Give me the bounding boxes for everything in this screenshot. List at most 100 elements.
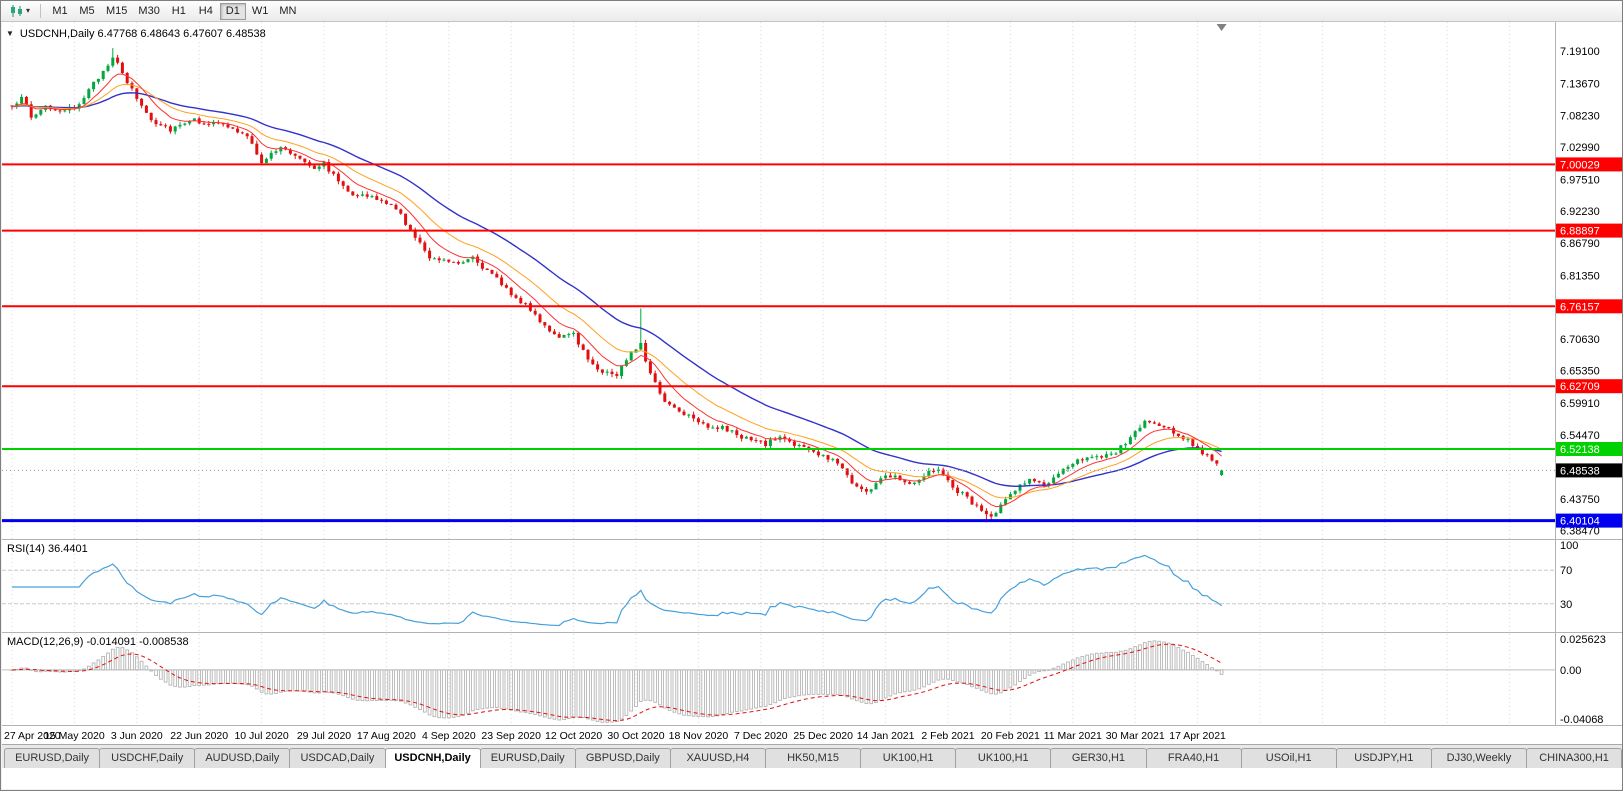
candle-down: [653, 373, 657, 383]
timeframe-button-m1[interactable]: M1: [47, 3, 73, 20]
candle-down: [384, 200, 388, 204]
candle-up: [797, 445, 801, 446]
tab-dj30-weekly[interactable]: DJ30,Weekly: [1430, 748, 1527, 768]
candle-down: [672, 404, 676, 408]
candle-down: [696, 418, 700, 423]
tab-eurusd-daily-2[interactable]: EURUSD,Daily: [479, 748, 576, 768]
candle-up: [1066, 466, 1070, 469]
candle-up: [744, 436, 748, 439]
candle-down: [298, 155, 302, 159]
candle-down: [514, 295, 518, 298]
timeframe-button-m5[interactable]: M5: [74, 3, 100, 20]
candle-down: [1215, 460, 1219, 464]
price-badge: [1556, 157, 1622, 172]
tab-usdcad-daily[interactable]: USDCAD,Daily: [289, 748, 386, 768]
timeframe-button-d1[interactable]: D1: [219, 2, 246, 20]
price-tick-label: 6.59910: [1560, 398, 1600, 410]
candle-down: [903, 480, 907, 483]
candle-down: [677, 407, 681, 412]
candle-down: [1042, 482, 1046, 486]
price-tick-label: 6.70630: [1560, 334, 1600, 346]
timeframe-toolbar: ▾ M1 M5 M15 M30 H1 H4 D1 W1 MN: [1, 1, 1622, 22]
candle-down: [495, 273, 499, 278]
tab-fra40-h1[interactable]: FRA40,H1: [1145, 748, 1242, 768]
timeframe-button-mn[interactable]: MN: [274, 3, 301, 20]
candle-down: [860, 486, 864, 490]
candle-up: [1052, 477, 1056, 484]
tab-china300-h1[interactable]: CHINA300,H1: [1526, 748, 1622, 768]
candle-up: [884, 475, 888, 479]
price-tick-label: 7.08230: [1560, 111, 1600, 123]
timeframe-button-h4[interactable]: H4: [193, 3, 219, 20]
tab-ger30-h1[interactable]: GER30,H1: [1050, 748, 1147, 768]
candle-down: [1167, 427, 1171, 429]
tab-usdcnh-daily[interactable]: USDCNH,Daily: [384, 748, 481, 768]
candle-down: [663, 393, 667, 402]
candle-down: [749, 436, 753, 441]
tab-usdchf-daily[interactable]: USDCHF,Daily: [99, 748, 196, 768]
candle-down: [149, 112, 153, 121]
price-tick-label: 6.92230: [1560, 206, 1600, 218]
tab-uk100-h1-2[interactable]: UK100,H1: [955, 748, 1052, 768]
tab-gbpusd-daily[interactable]: GBPUSD,Daily: [574, 748, 671, 768]
time-axis-label: 17 Aug 2020: [357, 730, 416, 742]
candle-down: [735, 430, 739, 435]
candle-down: [908, 482, 912, 484]
candle-up: [562, 334, 566, 338]
candle-up: [917, 479, 921, 483]
candle-down: [202, 123, 206, 125]
tab-usdjpy-h1[interactable]: USDJPY,H1: [1335, 748, 1432, 768]
price-chart-canvas[interactable]: 100 70 30 0.025623 0.00 -0.04068 7.19100 7.1367…: [2, 22, 1623, 744]
candle-up: [96, 79, 100, 82]
timeframe-button-m15[interactable]: M15: [101, 3, 132, 20]
chart-region[interactable]: 100 70 30 0.025623 0.00 -0.04068 7.19100 7.1367…: [2, 22, 1623, 744]
candle-up: [869, 489, 873, 492]
price-badge-label: 6.40104: [1560, 516, 1600, 528]
candle-up: [1018, 484, 1022, 491]
candle-down: [418, 237, 422, 243]
timeframe-button-w1[interactable]: W1: [247, 3, 274, 20]
candle-down: [524, 303, 528, 305]
tab-hk50-m15[interactable]: HK50,M15: [765, 748, 862, 768]
ma-line-8: [11, 73, 1222, 508]
one-click-trading-toggle[interactable]: ▼: [6, 29, 14, 38]
candle-down: [120, 62, 124, 73]
candle-up: [317, 166, 321, 169]
tab-audusd-daily[interactable]: AUDUSD,Daily: [194, 748, 291, 768]
candle-up: [1095, 456, 1099, 458]
macd-scale-label: 0.025623: [1560, 634, 1606, 646]
tab-xauusd-h4[interactable]: XAUUSD,H4: [669, 748, 766, 768]
chart-type-button[interactable]: ▾: [5, 2, 34, 20]
price-badge-label: 6.52138: [1560, 444, 1600, 456]
tab-uk100-h1-1[interactable]: UK100,H1: [860, 748, 957, 768]
candle-up: [34, 114, 38, 118]
candle-down: [58, 110, 62, 112]
time-axis-label: 30 Oct 2020: [607, 730, 664, 742]
candle-down: [701, 422, 705, 424]
candle-down: [548, 325, 552, 332]
macd-histogram: [10, 640, 1224, 723]
candlestick-chart-icon: [11, 5, 22, 17]
tab-eurusd-daily-1[interactable]: EURUSD,Daily: [4, 748, 101, 768]
candle-down: [250, 136, 254, 144]
candle-down: [788, 438, 792, 442]
candle-up: [960, 492, 964, 494]
timeframe-button-h1[interactable]: H1: [166, 3, 192, 20]
candle-down: [130, 83, 134, 89]
candle-up: [1023, 483, 1027, 485]
price-axis[interactable]: 7.19100 7.13670 7.08230 7.02990 6.97510 6.922…: [1560, 46, 1600, 537]
candle-down: [480, 262, 484, 269]
candle-down: [312, 165, 316, 169]
candle-down: [380, 199, 384, 201]
candle-up: [1071, 463, 1075, 467]
candle-down: [29, 104, 33, 118]
candle-down: [408, 224, 412, 230]
candle-up: [927, 470, 931, 477]
candle-up: [63, 110, 67, 112]
timeframe-button-m30[interactable]: M30: [133, 3, 164, 20]
candle-down: [404, 213, 408, 225]
chart-shift-marker[interactable]: [1216, 24, 1227, 31]
tab-usoil-h1[interactable]: USOil,H1: [1240, 748, 1337, 768]
candle-up: [1013, 490, 1017, 495]
